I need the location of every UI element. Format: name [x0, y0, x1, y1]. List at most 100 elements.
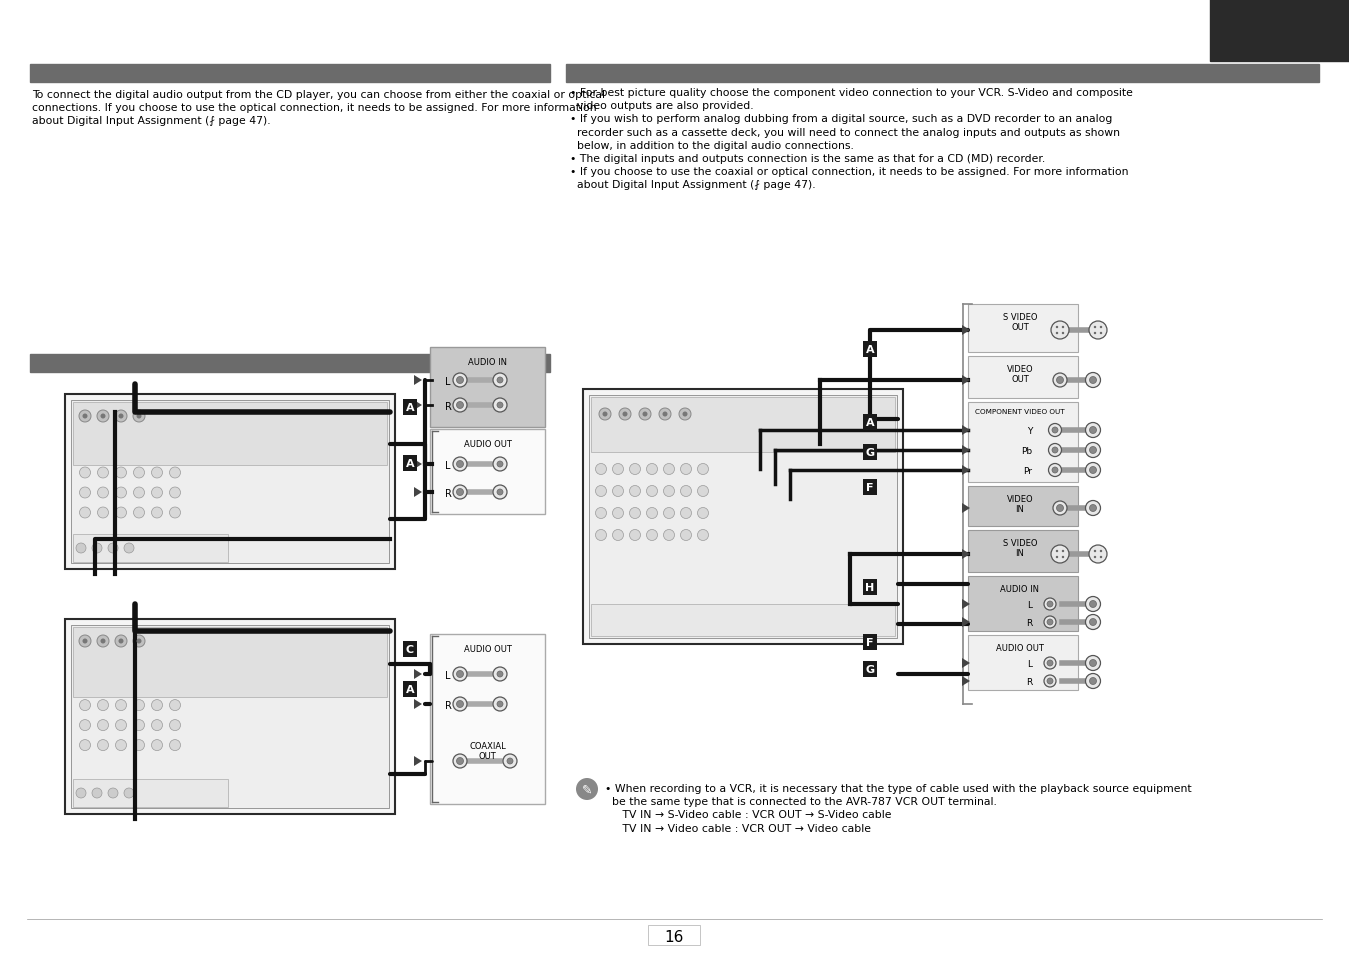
Circle shape [80, 507, 90, 518]
Circle shape [82, 639, 88, 644]
Circle shape [1086, 597, 1101, 612]
Circle shape [116, 468, 127, 478]
Circle shape [453, 698, 467, 711]
Circle shape [1090, 377, 1097, 384]
Bar [30, 355, 550, 373]
Circle shape [116, 740, 127, 751]
Text: A: A [406, 458, 414, 469]
Circle shape [100, 639, 105, 644]
Circle shape [576, 779, 598, 801]
Circle shape [151, 507, 162, 518]
Circle shape [108, 788, 117, 799]
Circle shape [453, 374, 467, 388]
Polygon shape [962, 677, 970, 686]
Circle shape [612, 464, 623, 475]
Circle shape [1047, 601, 1054, 607]
Circle shape [1099, 333, 1102, 335]
Circle shape [134, 720, 144, 731]
Circle shape [492, 457, 507, 472]
Circle shape [1052, 468, 1058, 474]
Text: • For best picture quality choose the component video connection to your VCR. S-: • For best picture quality choose the co… [571, 88, 1133, 191]
Circle shape [1056, 327, 1058, 329]
Circle shape [664, 508, 674, 519]
Text: R: R [445, 489, 452, 498]
Circle shape [1086, 423, 1101, 438]
Text: L: L [445, 376, 451, 387]
Bar [591, 397, 894, 453]
Circle shape [612, 530, 623, 541]
Circle shape [453, 398, 467, 413]
Text: VIDEO
IN: VIDEO IN [1006, 495, 1033, 514]
Circle shape [97, 411, 109, 422]
Text: R: R [1025, 678, 1032, 687]
Bar [969, 636, 1078, 690]
Circle shape [97, 720, 108, 731]
Circle shape [80, 411, 90, 422]
Text: COMPONENT VIDEO OUT: COMPONENT VIDEO OUT [975, 409, 1064, 415]
Circle shape [1044, 617, 1056, 628]
Circle shape [134, 468, 144, 478]
Bar [969, 486, 1078, 526]
Circle shape [496, 490, 503, 496]
Circle shape [503, 754, 517, 768]
Circle shape [151, 720, 162, 731]
Bar [430, 348, 545, 428]
Bar [969, 577, 1078, 631]
Bar [65, 395, 395, 569]
Circle shape [115, 411, 127, 422]
Circle shape [1052, 428, 1058, 434]
Circle shape [1086, 615, 1101, 630]
Polygon shape [414, 488, 422, 497]
Circle shape [1056, 550, 1058, 553]
Circle shape [456, 461, 464, 468]
Circle shape [697, 486, 708, 497]
Circle shape [1048, 464, 1062, 477]
Circle shape [496, 377, 503, 384]
Bar [430, 430, 545, 515]
Bar [567, 65, 1319, 83]
Circle shape [680, 508, 692, 519]
Circle shape [1090, 447, 1097, 454]
Circle shape [1086, 501, 1101, 516]
Text: To connect the digital audio output from the CD player, you can choose from eith: To connect the digital audio output from… [32, 90, 604, 126]
Text: Pr: Pr [1023, 467, 1032, 476]
Text: A: A [406, 684, 414, 695]
Circle shape [679, 409, 691, 420]
Circle shape [134, 411, 144, 422]
Circle shape [697, 464, 708, 475]
Bar [65, 619, 395, 814]
Text: COAXIAL
OUT: COAXIAL OUT [469, 741, 506, 760]
Circle shape [1099, 327, 1102, 329]
Circle shape [630, 464, 641, 475]
Circle shape [496, 402, 503, 409]
Circle shape [115, 636, 127, 647]
Circle shape [630, 486, 641, 497]
Circle shape [453, 485, 467, 499]
Polygon shape [962, 659, 970, 668]
Circle shape [134, 636, 144, 647]
Circle shape [453, 667, 467, 681]
Circle shape [1056, 505, 1063, 512]
Text: AUDIO IN: AUDIO IN [468, 357, 507, 367]
Text: Pb: Pb [1021, 447, 1032, 456]
Circle shape [453, 754, 467, 768]
Polygon shape [414, 669, 422, 679]
Circle shape [456, 671, 464, 678]
Circle shape [1047, 619, 1054, 625]
Circle shape [1054, 374, 1067, 388]
Circle shape [1056, 333, 1058, 335]
Circle shape [662, 412, 668, 417]
Circle shape [100, 414, 105, 419]
Text: G: G [866, 448, 874, 457]
Circle shape [80, 700, 90, 711]
Circle shape [97, 700, 108, 711]
Circle shape [1047, 660, 1054, 666]
Circle shape [92, 788, 103, 799]
Polygon shape [414, 375, 422, 386]
Text: AUDIO OUT: AUDIO OUT [464, 644, 511, 654]
Circle shape [1047, 679, 1054, 684]
Bar [30, 65, 550, 83]
Circle shape [603, 412, 607, 417]
Circle shape [119, 414, 124, 419]
Circle shape [134, 507, 144, 518]
